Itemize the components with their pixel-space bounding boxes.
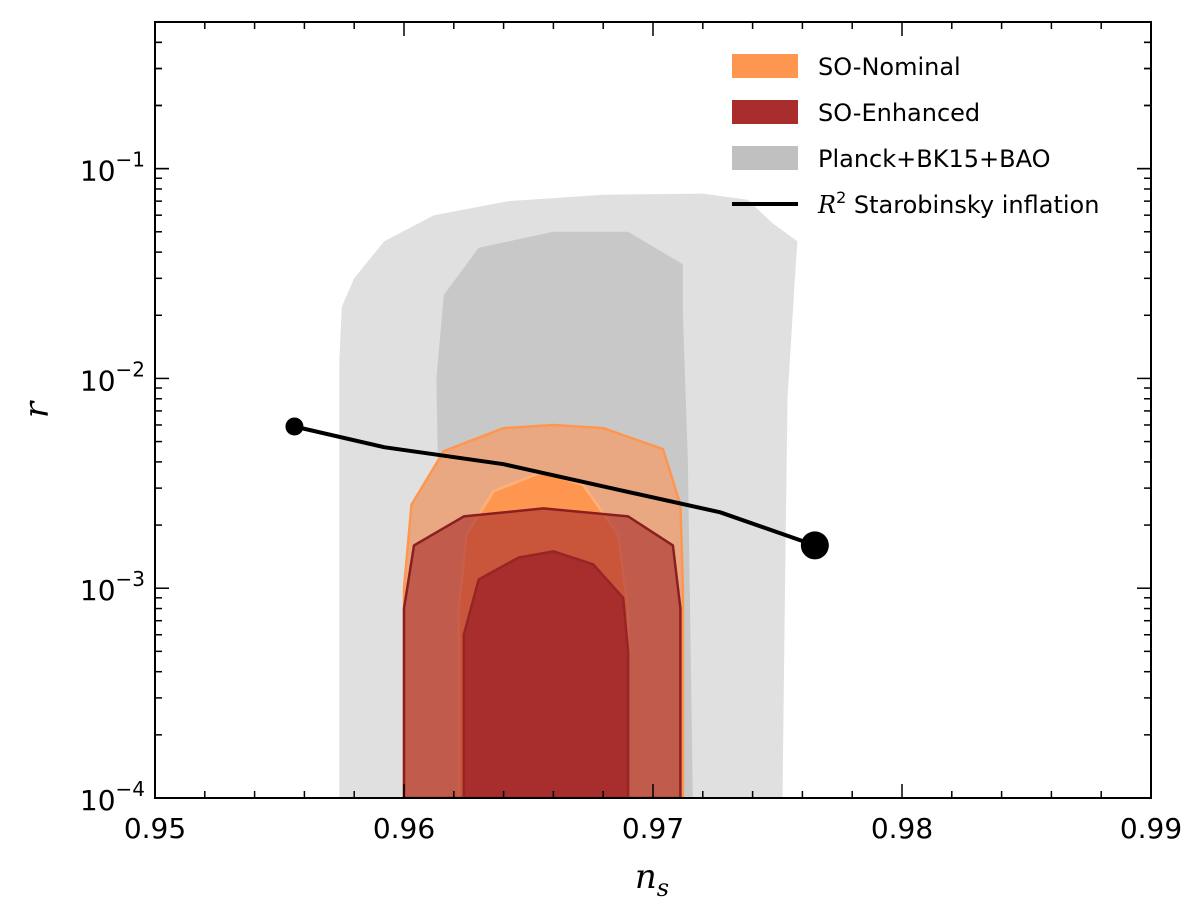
x-axis-title: ns (635, 857, 669, 902)
legend: SO-Nominal SO-Enhanced Planck+BK15+BAO R2 S… (732, 53, 1099, 219)
y-tick-label: 10−4 (80, 777, 145, 817)
x-tick-label: 0.97 (622, 812, 684, 845)
legend-swatch (732, 100, 798, 124)
y-axis-title: r (17, 400, 57, 418)
line-start-marker (285, 417, 304, 436)
y-tick-labels: 10−4 10−3 10−2 10−1 (80, 148, 145, 817)
y-tick-label: 10−2 (80, 357, 145, 397)
starobinsky-line (293, 424, 816, 548)
legend-label: R2 Starobinsky inflation (817, 188, 1099, 219)
region-so-enhanced-68- (462, 550, 630, 798)
legend-swatch (732, 54, 798, 78)
legend-item: SO-Enhanced (732, 99, 980, 127)
legend-item: SO-Nominal (732, 53, 961, 81)
legend-item: R2 Starobinsky inflation (732, 188, 1099, 219)
axis-ticks (154, 21, 1152, 799)
x-tick-label: 0.96 (373, 812, 435, 845)
legend-item: Planck+BK15+BAO (732, 145, 1050, 173)
legend-label: SO-Enhanced (818, 99, 980, 127)
y-tick-label: 10−3 (80, 567, 145, 607)
legend-swatch (732, 146, 798, 170)
y-tick-label: 10−1 (80, 148, 145, 188)
legend-label: SO-Nominal (818, 53, 961, 81)
x-tick-label: 0.95 (124, 812, 186, 845)
x-tick-label: 0.99 (1120, 812, 1182, 845)
x-tick-labels: 0.95 0.96 0.97 0.98 0.99 (124, 812, 1182, 845)
legend-label: Planck+BK15+BAO (818, 145, 1050, 173)
line-end-marker (800, 531, 829, 560)
starobinsky-line-layer (285, 417, 829, 560)
contour-regions (339, 193, 798, 798)
x-tick-label: 0.98 (871, 812, 933, 845)
